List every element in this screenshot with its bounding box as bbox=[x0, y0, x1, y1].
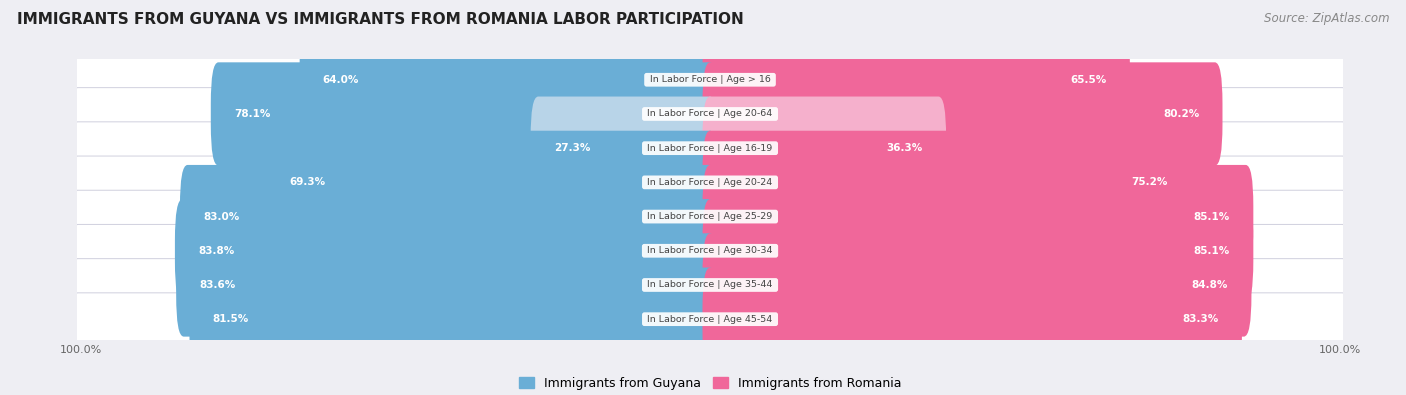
Text: 36.3%: 36.3% bbox=[887, 143, 922, 153]
FancyBboxPatch shape bbox=[703, 267, 1241, 371]
Text: 75.2%: 75.2% bbox=[1132, 177, 1168, 187]
Text: 80.2%: 80.2% bbox=[1163, 109, 1199, 119]
Text: 85.1%: 85.1% bbox=[1194, 212, 1230, 222]
FancyBboxPatch shape bbox=[76, 293, 1344, 346]
FancyBboxPatch shape bbox=[703, 131, 1191, 234]
Text: In Labor Force | Age 45-54: In Labor Force | Age 45-54 bbox=[644, 315, 776, 324]
FancyBboxPatch shape bbox=[211, 62, 717, 166]
FancyBboxPatch shape bbox=[174, 199, 717, 303]
Text: In Labor Force | Age 35-44: In Labor Force | Age 35-44 bbox=[644, 280, 776, 290]
FancyBboxPatch shape bbox=[703, 199, 1253, 303]
FancyBboxPatch shape bbox=[176, 233, 717, 337]
Text: 27.3%: 27.3% bbox=[554, 143, 591, 153]
Text: 64.0%: 64.0% bbox=[323, 75, 359, 85]
Text: IMMIGRANTS FROM GUYANA VS IMMIGRANTS FROM ROMANIA LABOR PARTICIPATION: IMMIGRANTS FROM GUYANA VS IMMIGRANTS FRO… bbox=[17, 12, 744, 27]
Text: In Labor Force | Age 20-24: In Labor Force | Age 20-24 bbox=[644, 178, 776, 187]
Text: In Labor Force | Age 25-29: In Labor Force | Age 25-29 bbox=[644, 212, 776, 221]
FancyBboxPatch shape bbox=[190, 267, 717, 371]
Text: 84.8%: 84.8% bbox=[1192, 280, 1229, 290]
FancyBboxPatch shape bbox=[76, 156, 1344, 209]
FancyBboxPatch shape bbox=[76, 224, 1344, 277]
Text: 83.3%: 83.3% bbox=[1182, 314, 1219, 324]
FancyBboxPatch shape bbox=[76, 53, 1344, 106]
Text: In Labor Force | Age 30-34: In Labor Force | Age 30-34 bbox=[644, 246, 776, 255]
Text: 85.1%: 85.1% bbox=[1194, 246, 1230, 256]
Legend: Immigrants from Guyana, Immigrants from Romania: Immigrants from Guyana, Immigrants from … bbox=[513, 372, 907, 395]
FancyBboxPatch shape bbox=[299, 28, 717, 132]
FancyBboxPatch shape bbox=[76, 259, 1344, 311]
FancyBboxPatch shape bbox=[180, 165, 717, 268]
FancyBboxPatch shape bbox=[76, 122, 1344, 175]
FancyBboxPatch shape bbox=[76, 190, 1344, 243]
FancyBboxPatch shape bbox=[703, 62, 1222, 166]
FancyBboxPatch shape bbox=[703, 96, 946, 200]
Text: 65.5%: 65.5% bbox=[1070, 75, 1107, 85]
Text: Source: ZipAtlas.com: Source: ZipAtlas.com bbox=[1264, 12, 1389, 25]
Text: 83.0%: 83.0% bbox=[204, 212, 239, 222]
FancyBboxPatch shape bbox=[266, 131, 717, 234]
FancyBboxPatch shape bbox=[76, 88, 1344, 140]
Text: 83.8%: 83.8% bbox=[198, 246, 235, 256]
FancyBboxPatch shape bbox=[703, 28, 1130, 132]
Text: 69.3%: 69.3% bbox=[290, 177, 326, 187]
FancyBboxPatch shape bbox=[703, 165, 1253, 268]
Text: In Labor Force | Age 20-64: In Labor Force | Age 20-64 bbox=[644, 109, 776, 118]
FancyBboxPatch shape bbox=[703, 233, 1251, 337]
Text: 78.1%: 78.1% bbox=[233, 109, 270, 119]
Text: In Labor Force | Age 16-19: In Labor Force | Age 16-19 bbox=[644, 144, 776, 153]
FancyBboxPatch shape bbox=[530, 96, 717, 200]
Text: In Labor Force | Age > 16: In Labor Force | Age > 16 bbox=[647, 75, 773, 84]
Text: 81.5%: 81.5% bbox=[212, 314, 249, 324]
Text: 83.6%: 83.6% bbox=[200, 280, 236, 290]
